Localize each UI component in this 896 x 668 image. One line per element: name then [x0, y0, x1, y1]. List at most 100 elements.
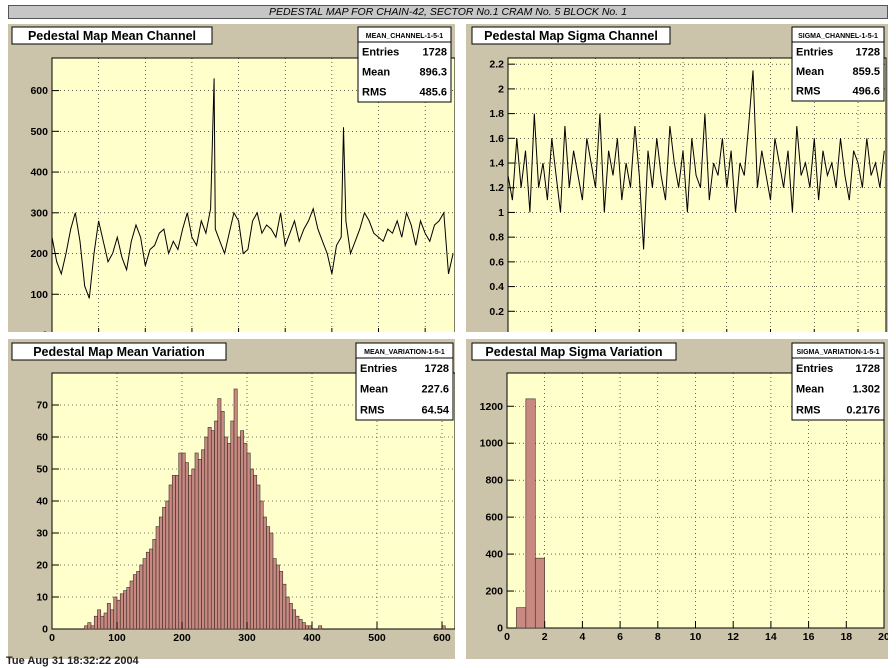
canvas-title: PEDESTAL MAP FOR CHAIN-42, SECTOR No.1 C…: [8, 5, 888, 19]
y-tick-label: 500: [30, 126, 48, 138]
stats-label: Mean: [796, 66, 824, 78]
y-tick-label: 30: [36, 528, 48, 540]
chart-title-box: [11, 342, 227, 361]
y-tick-label: 0: [498, 331, 504, 333]
x-tick-label: 12: [727, 631, 739, 643]
y-tick-label: 0.6: [489, 256, 504, 268]
histogram-bar: [253, 475, 258, 630]
histogram-bar: [266, 526, 271, 630]
chart-title-box: [471, 26, 671, 45]
histogram-bar: [100, 615, 105, 630]
x-tick-label: 2: [542, 631, 548, 643]
histogram-bar: [90, 625, 95, 630]
series-line: [51, 78, 454, 299]
histogram-bar: [243, 443, 248, 630]
x-tick-label: 0: [49, 632, 55, 644]
y-tick-label: 0.4: [489, 281, 504, 293]
y-tick-label: 0: [497, 623, 503, 635]
stats-label: Mean: [360, 384, 388, 396]
histogram-bar: [295, 615, 300, 630]
histogram-bar: [171, 475, 176, 630]
stats-value: 859.5: [852, 66, 880, 78]
y-tick-label: 10: [36, 592, 48, 604]
stats-value: 1728: [856, 363, 880, 375]
histogram-bar: [119, 593, 124, 630]
stats-value: 1728: [425, 363, 449, 375]
histogram-bar: [162, 507, 167, 630]
x-tick-label: 16: [803, 631, 815, 643]
histogram-bar: [129, 580, 134, 630]
x-tick-label: 200: [173, 632, 191, 644]
histogram-bar: [269, 532, 274, 630]
histogram-bar: [103, 612, 108, 630]
histogram-bar: [132, 574, 137, 630]
histogram-bar: [301, 622, 306, 630]
histogram-bar: [152, 539, 157, 630]
plot-frame: [507, 57, 887, 332]
stats-box-name: MEAN_VARIATION-1-5-1: [364, 349, 445, 356]
y-tick-label: 0.2: [489, 306, 504, 318]
histogram-bar: [525, 398, 536, 629]
sigma-variation-plot: 0 2 4 6 8 10 12 14 16 18 20020040060080010001200Pe…: [471, 342, 888, 643]
plot-frame: [51, 57, 455, 332]
histogram-bar: [178, 452, 183, 630]
stats-box: [791, 26, 885, 102]
chart-title: Pedestal Map Mean Variation: [33, 345, 205, 359]
histogram-bar: [197, 459, 202, 630]
y-tick-label: 2.2: [489, 59, 504, 71]
histogram-bar: [516, 607, 527, 629]
histogram-bar: [256, 484, 261, 630]
histogram-bar: [282, 583, 287, 630]
histogram-bar: [191, 468, 196, 630]
stats-box-name: SIGMA_CHANNEL-1-5-1: [798, 33, 878, 40]
x-tick-label: 10: [690, 631, 702, 643]
mean-channel-plot: 0200400600800100012001400160001002003004…: [11, 26, 455, 332]
x-tick-label: 20: [878, 631, 888, 643]
sigma-channel-plot: 0200400600800100012001400160000.20.40.60…: [471, 26, 887, 333]
histogram-bar: [145, 551, 150, 630]
histogram-bar: [246, 452, 251, 630]
y-tick-label: 60: [36, 432, 48, 444]
series-line: [507, 70, 885, 250]
histogram-bar: [233, 388, 238, 630]
chart-title: Pedestal Map Sigma Variation: [485, 345, 662, 359]
stats-value: 496.6: [852, 86, 880, 98]
x-tick-label: 14: [765, 631, 777, 643]
y-tick-label: 400: [30, 167, 48, 179]
histogram-bar: [279, 571, 284, 630]
pad-sigma-variation: 0 2 4 6 8 10 12 14 16 18 20 0 200 400 600 800 1000 1200 Pe…: [466, 339, 888, 659]
stats-box: [357, 26, 452, 103]
stats-label: RMS: [796, 86, 820, 98]
y-tick-label: 1200: [480, 401, 504, 413]
chart-title-box: [11, 26, 213, 45]
histogram-bar: [204, 436, 209, 630]
histogram-bar: [175, 475, 180, 630]
histogram-bar: [227, 443, 232, 630]
y-tick-label: 70: [36, 400, 48, 412]
y-tick-label: 1: [498, 207, 504, 219]
histogram-bar: [236, 436, 241, 630]
x-tick-label: 8: [655, 631, 661, 643]
histogram-bar: [184, 462, 189, 630]
chart-title: Pedestal Map Mean Channel: [28, 29, 196, 43]
y-tick-label: 20: [36, 560, 48, 572]
histogram-bar: [214, 420, 219, 630]
histogram-bar: [292, 609, 297, 630]
stats-label: Entries: [360, 363, 397, 375]
x-tick-label: 6: [617, 631, 623, 643]
histogram-bar: [110, 609, 115, 630]
y-tick-label: 1.8: [489, 108, 504, 120]
stats-value: 485.6: [419, 87, 447, 99]
y-tick-label: 200: [30, 248, 48, 260]
y-tick-label: 400: [485, 549, 503, 561]
histogram-bar: [305, 625, 310, 630]
x-tick-label: 18: [840, 631, 852, 643]
y-tick-label: 600: [30, 85, 48, 97]
histogram-bar: [155, 526, 160, 630]
stats-label: Mean: [796, 384, 824, 396]
y-tick-label: 0.8: [489, 232, 504, 244]
histogram-bar: [275, 564, 280, 630]
histogram-bar: [201, 449, 206, 630]
stats-label: RMS: [796, 404, 820, 416]
histogram-bar: [149, 548, 154, 630]
